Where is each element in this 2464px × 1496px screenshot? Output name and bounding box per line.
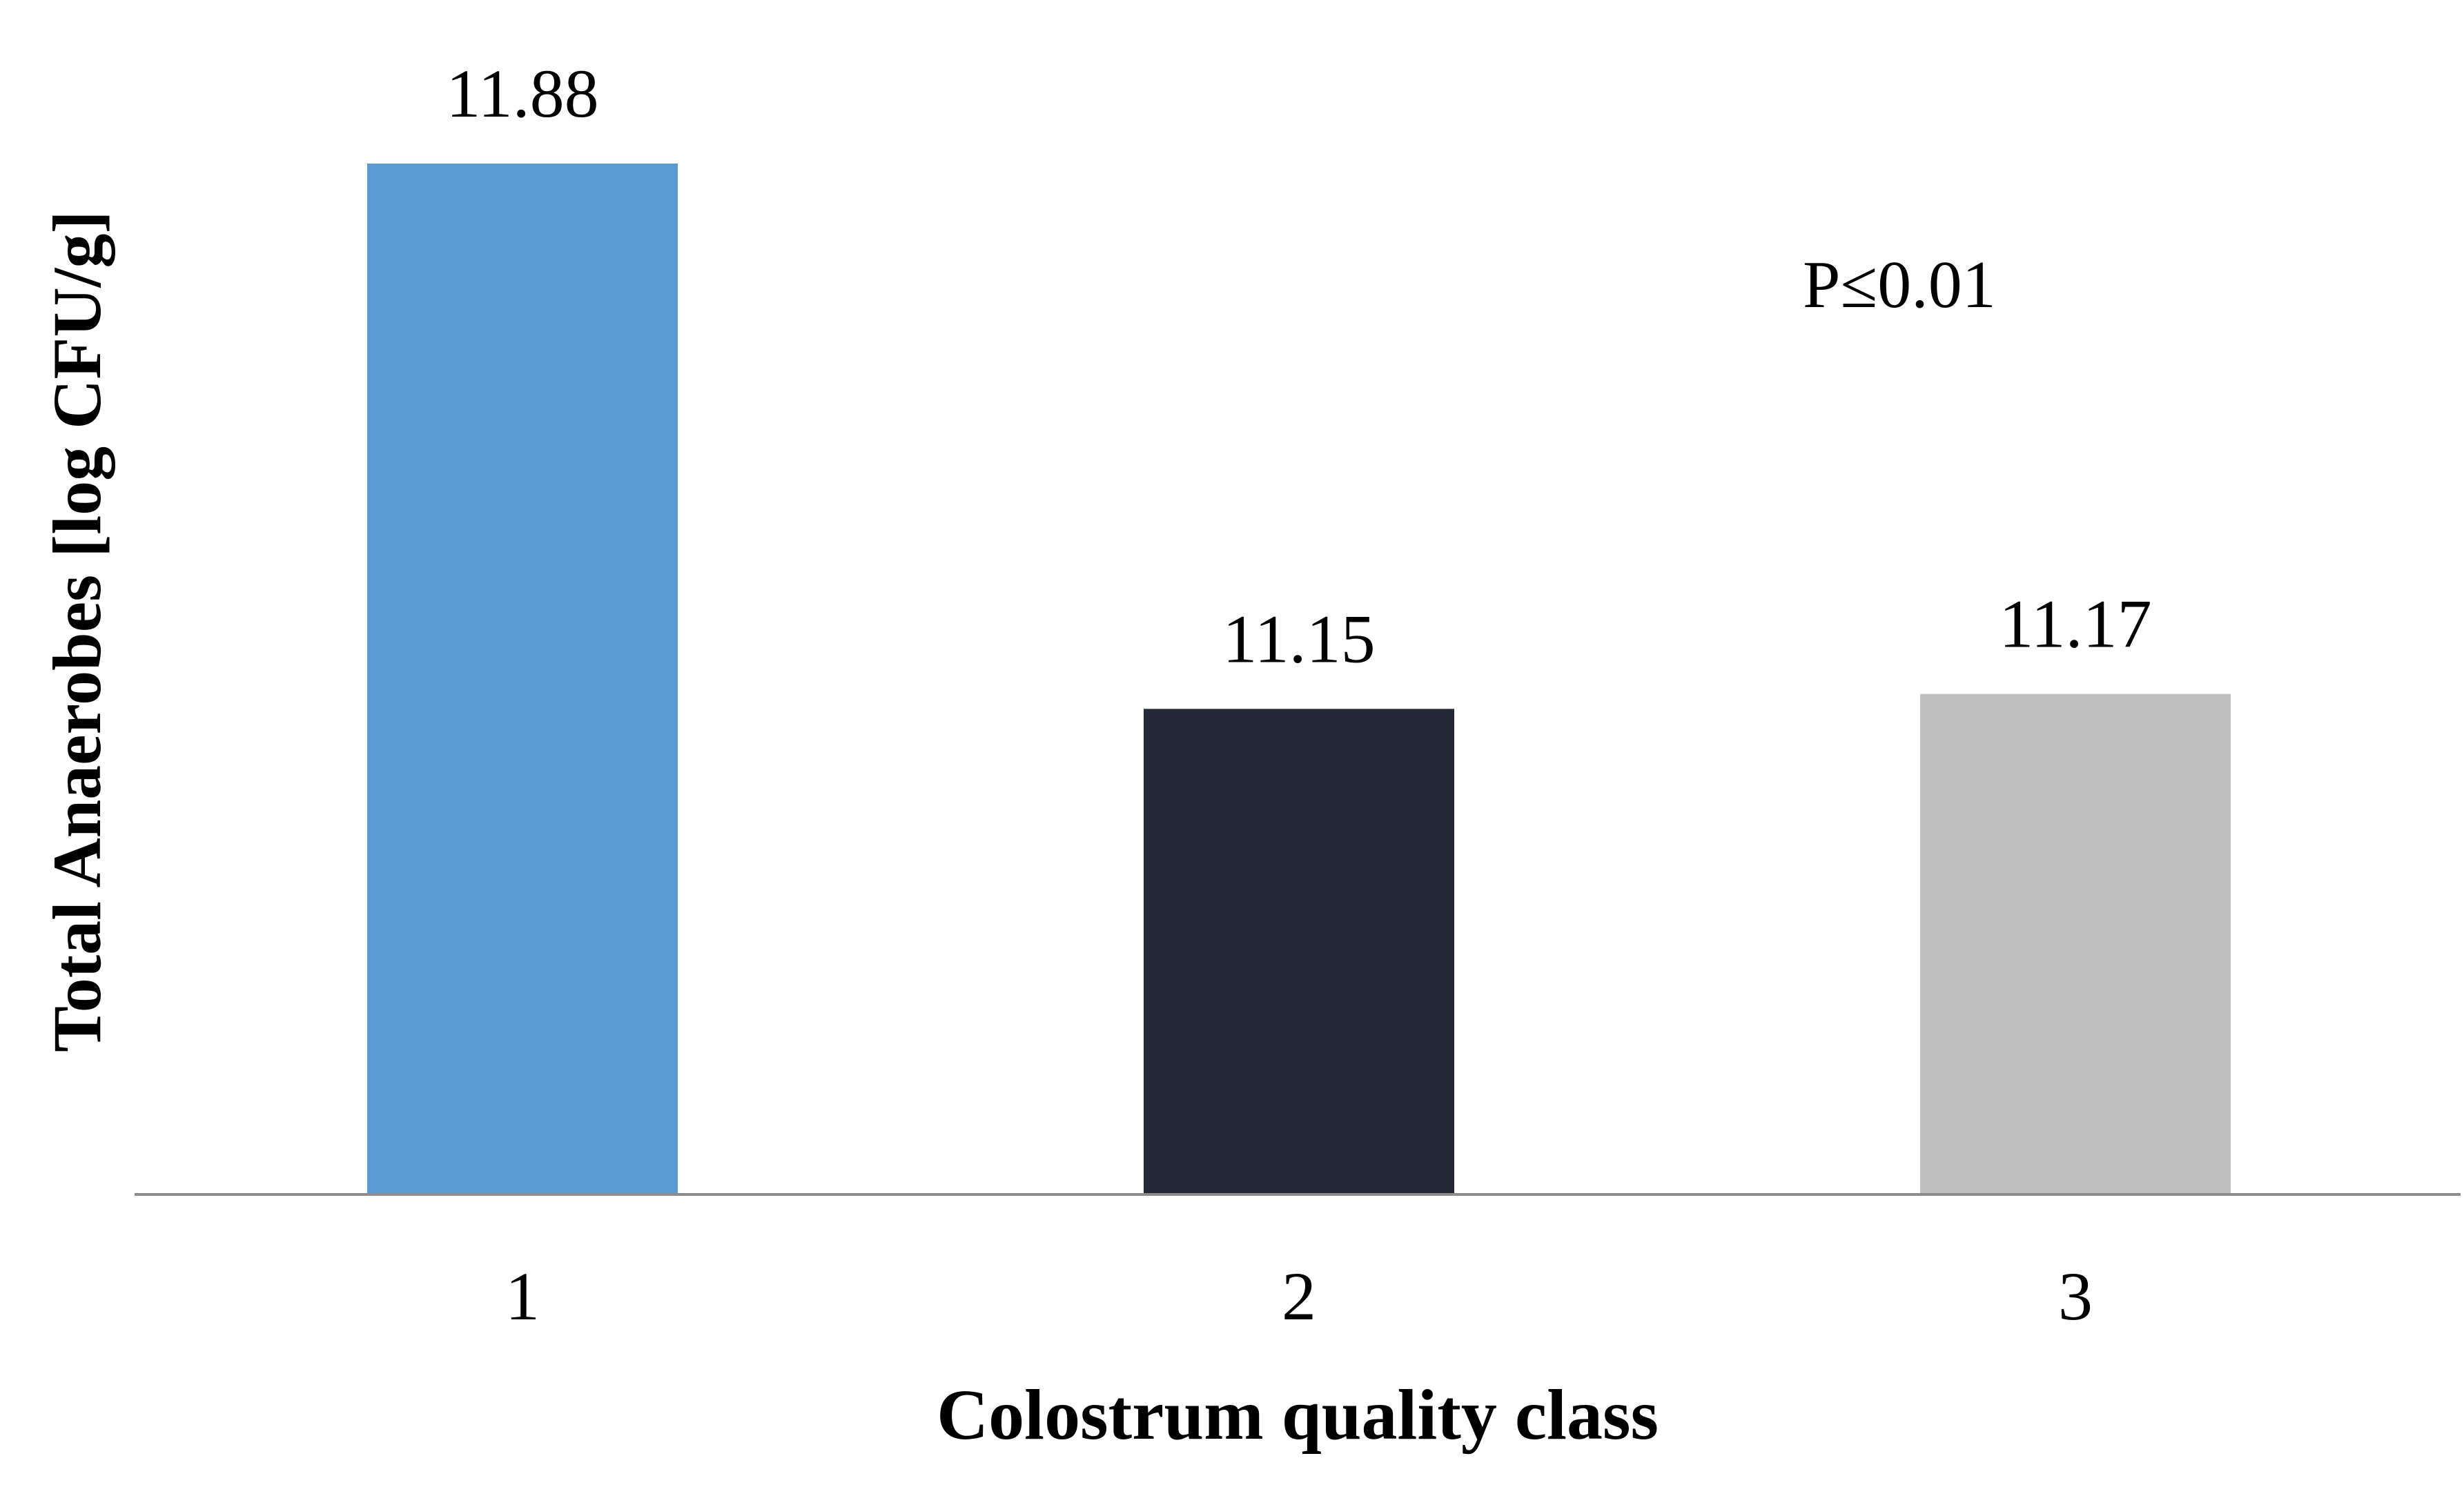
p-value-annotation: P≤0.01 [1803, 248, 1996, 322]
x-tick-label-1: 1 [505, 1258, 540, 1335]
x-axis-label: Colostrum quality class [937, 1375, 1659, 1455]
x-tick-labels-group: 1 2 3 [505, 1258, 2093, 1335]
bar-2 [1144, 709, 1454, 1194]
bars-group [367, 164, 2231, 1194]
data-label-3: 11.17 [1999, 586, 2151, 662]
x-tick-label-2: 2 [1282, 1258, 1316, 1335]
y-axis-label: Total Anaerobes [log CFU/g] [39, 210, 115, 1052]
bar-1 [367, 164, 678, 1194]
data-labels-group: 11.88 11.15 11.17 [446, 55, 2151, 677]
bar-3 [1920, 693, 2231, 1194]
data-label-1: 11.88 [446, 55, 598, 132]
data-label-2: 11.15 [1222, 600, 1375, 677]
x-tick-label-3: 3 [2058, 1258, 2093, 1335]
